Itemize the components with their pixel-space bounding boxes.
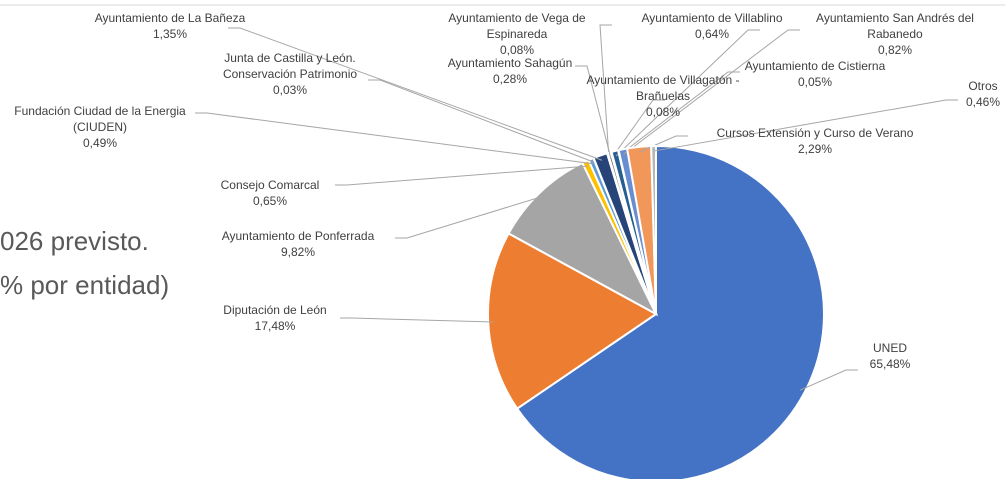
leader-line: [619, 71, 740, 156]
label-value: 0,65%: [252, 194, 288, 208]
data-label: Diputación de León 17,48%: [175, 302, 375, 334]
label-name: Fundación Ciudad de la Energia (CIUDEN): [14, 104, 186, 134]
data-label: Ayuntamiento de Cistierna 0,05%: [725, 58, 905, 90]
label-value: 0,03%: [272, 83, 308, 97]
label-name: Cursos Extensión y Curso de Verano: [716, 126, 914, 140]
leader-line: [615, 29, 760, 157]
label-value: 0,05%: [797, 75, 833, 89]
leader-line: [799, 369, 858, 391]
leader-line: [599, 24, 612, 159]
label-value: 65,48%: [869, 357, 911, 371]
data-label: Ayuntamiento de Vega de Espinareda 0,08%: [432, 10, 602, 58]
leader-line: [623, 29, 800, 155]
data-label: Ayuntamiento de Ponferrada 9,82%: [198, 228, 398, 260]
data-label: Cursos Extensión y Curso de Verano 2,29%: [685, 125, 945, 157]
label-name: Ayuntamiento de La Bañeza: [94, 11, 246, 25]
label-value: 0,08%: [645, 105, 681, 119]
label-name: Ayuntamiento de Cistierna: [744, 59, 886, 73]
label-name: Junta de Castilla y León. Conservación P…: [222, 51, 358, 81]
data-label: Consejo Comarcal 0,65%: [195, 177, 345, 209]
label-value: 0,46%: [965, 95, 1001, 109]
label-name: Ayuntamiento de Ponferrada: [221, 229, 375, 243]
leader-line: [395, 195, 544, 239]
leader-line: [228, 27, 603, 161]
data-label: Ayuntamiento Sahagún 0,28%: [440, 55, 580, 87]
data-label: Ayuntamiento San Andrés del Rabanedo 0,82…: [800, 10, 990, 58]
data-label: Ayuntamiento de Villablino 0,64%: [622, 10, 802, 42]
label-name: Ayuntamiento de Villablino: [641, 11, 783, 25]
label-value: 0,49%: [82, 136, 118, 150]
title-line: % por entidad): [0, 270, 170, 300]
data-label: Fundación Ciudad de la Energia (CIUDEN) 0…: [0, 103, 200, 151]
label-value: 17,48%: [254, 319, 296, 333]
data-label: Ayuntamiento de Villagatón - Brañuelas 0,…: [578, 72, 748, 120]
label-value: 0,82%: [877, 43, 913, 57]
label-value: 2,29%: [797, 142, 833, 156]
label-value: 9,82%: [280, 245, 316, 259]
label-value: 0,64%: [694, 27, 730, 41]
label-name: Diputación de León: [223, 303, 327, 317]
data-label: Ayuntamiento de La Bañeza 1,35%: [70, 10, 270, 42]
label-name: Ayuntamiento de Villagatón - Brañuelas: [586, 73, 740, 103]
label-value: 1,35%: [152, 27, 188, 41]
leader-line: [612, 99, 665, 158]
title-line: 026 previsto.: [0, 226, 149, 256]
leader-line: [340, 317, 494, 323]
data-label: Otros 0,46%: [958, 78, 1005, 110]
label-value: 0,28%: [492, 72, 528, 86]
leader-line: [653, 99, 958, 152]
label-name: Ayuntamiento de Vega de Espinareda: [448, 11, 586, 41]
pie-slice: [507, 161, 659, 317]
label-name: Ayuntamiento Sahagún: [447, 56, 573, 70]
data-label: UNED 65,48%: [850, 340, 930, 372]
leader-line: [575, 65, 612, 158]
label-name: Consejo Comarcal: [220, 178, 320, 192]
label-name: Ayuntamiento San Andrés del Rabanedo: [816, 11, 974, 41]
label-value: 0,08%: [499, 43, 535, 57]
data-label: Junta de Castilla y León. Conservación P…: [210, 50, 370, 98]
leader-line: [195, 112, 593, 165]
leader-line: [335, 165, 588, 186]
label-name: UNED: [872, 341, 907, 355]
pie-slice: [515, 144, 825, 479]
pie-slice: [650, 144, 657, 315]
leader-line: [368, 79, 596, 164]
label-name: Otros: [968, 79, 998, 93]
